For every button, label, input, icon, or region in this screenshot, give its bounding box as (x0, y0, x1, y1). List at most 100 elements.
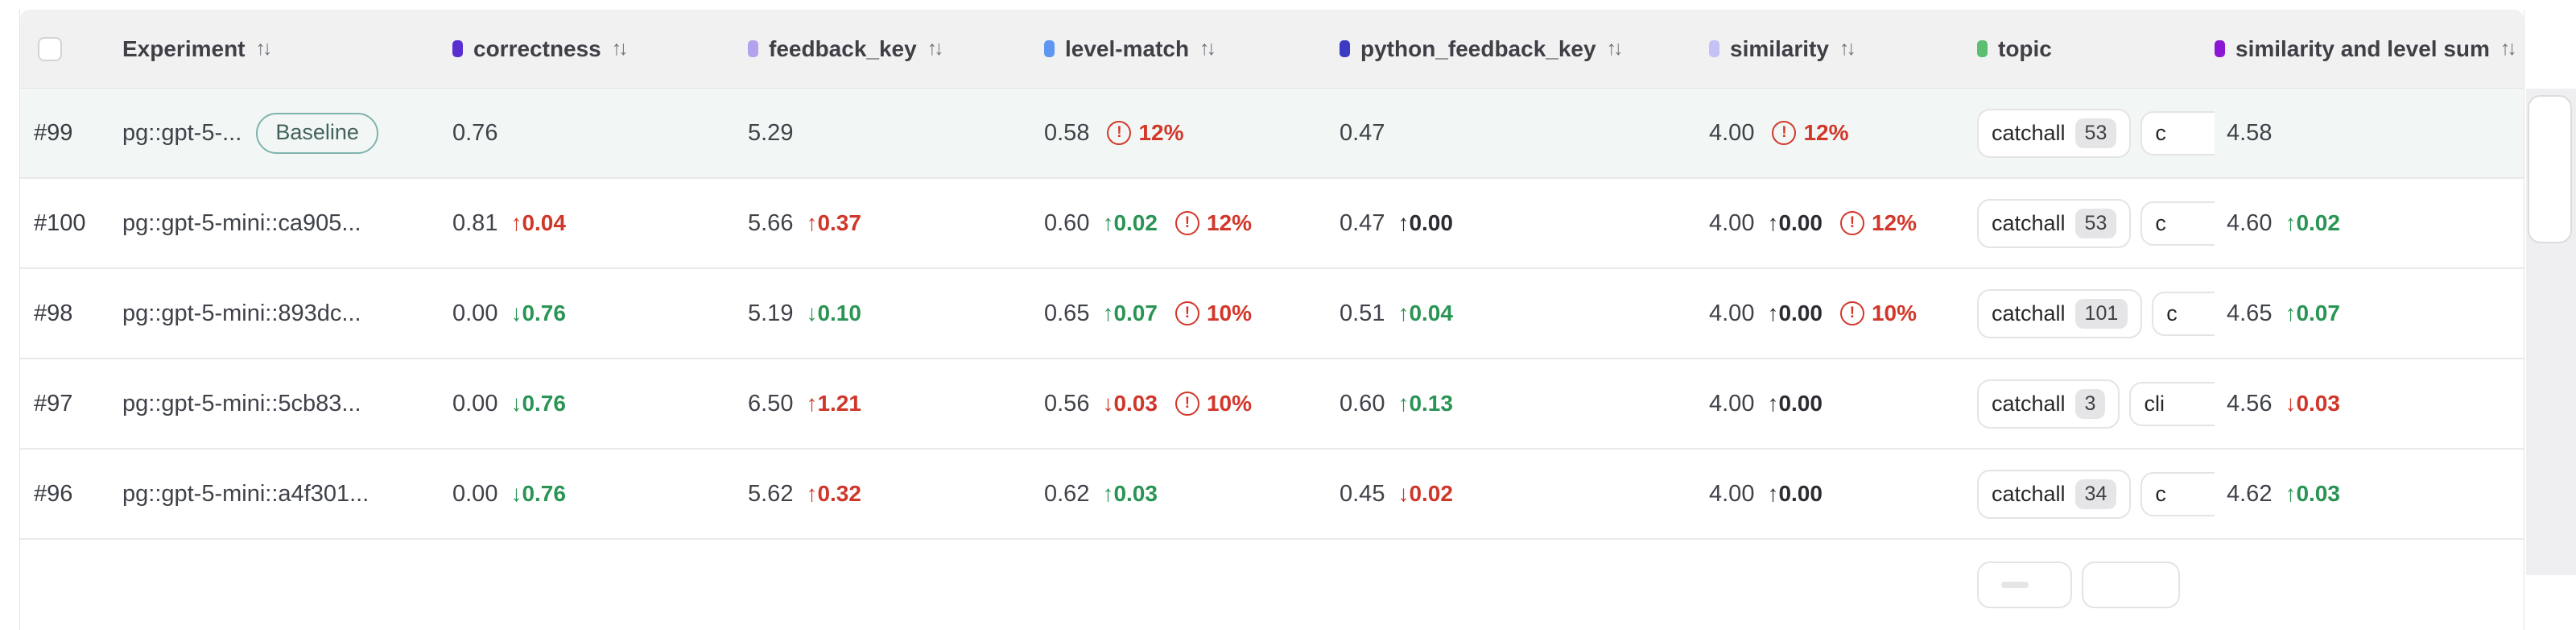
topic-tag-clipped: c (2140, 201, 2215, 246)
select-all-checkbox[interactable] (38, 36, 62, 61)
column-header-feedback-key[interactable]: feedback_key (748, 36, 1044, 62)
topic-tag: catchall 3 (1977, 379, 2120, 429)
row-id: #98 (34, 300, 73, 326)
delta-down: ↓0.02 (1397, 481, 1453, 506)
delta-up: ↑0.03 (2285, 481, 2340, 506)
topic-tag-clipped: c (2140, 471, 2215, 516)
topic-tag-clipped (2082, 562, 2180, 608)
column-label: similarity and level sum (2235, 35, 2490, 61)
column-label: feedback_key (769, 35, 917, 61)
sort-icon (927, 37, 941, 60)
delta-down: ↓0.76 (510, 391, 566, 416)
column-label: similarity (1730, 35, 1829, 61)
column-header-experiment[interactable]: Experiment (122, 36, 452, 62)
delta-up: ↑0.07 (2285, 300, 2340, 325)
score-color-dot (1709, 40, 1719, 57)
topic-cell (1977, 540, 2215, 630)
column-label: topic (1998, 35, 2052, 61)
row-id: #97 (34, 390, 73, 417)
correctness-cell: 0.76 (452, 119, 498, 146)
similarity-cell: 4.00 ↑0.00 12% (1709, 210, 1977, 237)
python-feedback-key-cell: 0.51 ↑0.04 (1340, 300, 1453, 326)
experiment-name[interactable]: pg::gpt-5-mini::ca905... (122, 209, 361, 236)
column-label: correctness (473, 35, 601, 61)
delta-up: ↑1.21 (806, 391, 861, 416)
delta-up: ↑0.03 (1102, 481, 1158, 506)
sort-icon (612, 37, 625, 60)
experiment-name[interactable]: pg::gpt-5-mini::a4f301... (122, 480, 369, 507)
similarity-cell: 4.00 12% (1709, 120, 1977, 147)
column-header-topic[interactable]: topic (1977, 36, 2215, 62)
similarity-and-level-sum-cell: 4.62 ↑0.03 (2227, 480, 2340, 507)
correctness-cell: 0.81 ↑0.04 (452, 209, 566, 236)
sort-icon (2500, 37, 2514, 60)
delta-down: ↓0.10 (806, 300, 861, 325)
feedback-key-cell: 5.19 ↓0.10 (748, 300, 861, 326)
table-row[interactable]: #97 pg::gpt-5-mini::5cb83... 0.00 ↓0.76 … (20, 359, 2524, 450)
topic-count-badge (2001, 582, 2029, 588)
table-row-partial[interactable] (20, 540, 2524, 630)
table-row[interactable]: #98 pg::gpt-5-mini::893dc... 0.00 ↓0.76 … (20, 269, 2524, 359)
delta-up: ↑0.32 (806, 481, 861, 506)
column-header-similarity-and-level-sum[interactable]: similarity and level sum (2215, 36, 2525, 62)
experiment-cell: pg::gpt-5-mini::ca905... (122, 210, 452, 237)
alert-circle-icon (1839, 301, 1864, 325)
topic-tag-clipped: cli (2129, 381, 2215, 426)
column-header-similarity[interactable]: similarity (1709, 36, 1977, 62)
level-match-cell: 0.60 ↑0.02 12% (1044, 210, 1340, 237)
row-id: #99 (34, 119, 73, 146)
alert-circle-icon (1174, 392, 1199, 416)
feedback-key-cell: 6.50 ↑1.21 (748, 390, 861, 417)
table-row[interactable]: #100 pg::gpt-5-mini::ca905... 0.81 ↑0.04… (20, 179, 2524, 269)
delta-up: ↑0.13 (1397, 391, 1453, 416)
column-header-correctness[interactable]: correctness (452, 36, 748, 62)
score-color-dot (1977, 40, 1988, 57)
experiment-name[interactable]: pg::gpt-5-... (122, 119, 242, 146)
delta-up: ↑0.04 (510, 210, 566, 235)
correctness-cell: 0.00 ↓0.76 (452, 300, 566, 326)
level-match-cell: 0.58 12% (1044, 120, 1340, 147)
correctness-cell: 0.00 ↓0.76 (452, 390, 566, 417)
python-feedback-key-cell: 0.45 ↓0.02 (1340, 480, 1453, 507)
similarity-and-level-sum-cell: 4.56 ↓0.03 (2227, 390, 2340, 417)
level-match-cell: 0.62 ↑0.03 (1044, 480, 1158, 507)
experiment-cell: pg::gpt-5-... Baseline (122, 112, 452, 154)
regression-warning: 10% (1174, 391, 1252, 417)
table-row[interactable]: #96 pg::gpt-5-mini::a4f301... 0.00 ↓0.76… (20, 450, 2524, 540)
topic-tag (1977, 562, 2072, 608)
delta-up: ↑0.07 (1102, 300, 1158, 325)
similarity-and-level-sum-cell: 4.58 (2227, 119, 2273, 146)
column-label: python_feedback_key (1360, 35, 1596, 61)
topic-cell: catchall 34 c (1977, 450, 2215, 538)
experiment-name[interactable]: pg::gpt-5-mini::893dc... (122, 300, 361, 326)
topic-cell: catchall 53 c (1977, 89, 2215, 177)
column-label: Experiment (122, 35, 246, 61)
delta-up: ↑0.37 (806, 210, 861, 235)
alert-circle-icon (1107, 121, 1132, 145)
similarity-and-level-sum-cell: 4.65 ↑0.07 (2227, 300, 2340, 326)
select-all-cell (20, 36, 122, 61)
score-color-dot (2215, 40, 2225, 57)
column-header-level-match[interactable]: level-match (1044, 36, 1340, 62)
feedback-key-cell: 5.29 (748, 119, 794, 146)
table-header: Experiment correctness feedback_key leve… (20, 10, 2524, 89)
sort-icon (1199, 37, 1213, 60)
column-header-python-feedback-key[interactable]: python_feedback_key (1340, 36, 1709, 62)
experiment-cell: pg::gpt-5-mini::a4f301... (122, 481, 452, 508)
table-row[interactable]: #99 pg::gpt-5-... Baseline 0.76 5.29 0.5… (20, 89, 2524, 179)
delta-neutral: ↑0.00 (1767, 481, 1823, 506)
experiment-cell: pg::gpt-5-mini::893dc... (122, 300, 452, 327)
correctness-cell: 0.00 ↓0.76 (452, 480, 566, 507)
sort-icon (256, 37, 270, 60)
sort-icon (1607, 37, 1620, 60)
experiment-name[interactable]: pg::gpt-5-mini::5cb83... (122, 390, 361, 417)
feedback-key-cell: 5.66 ↑0.37 (748, 209, 861, 236)
experiments-table: Experiment correctness feedback_key leve… (19, 10, 2524, 630)
row-id: #96 (34, 480, 73, 507)
vertical-scrollbar-thumb[interactable] (2528, 95, 2572, 243)
topic-cell: catchall 3 cli (1977, 359, 2215, 448)
score-color-dot (452, 40, 463, 57)
delta-neutral: ↑0.00 (1767, 300, 1823, 325)
delta-up: ↑0.02 (1102, 210, 1158, 235)
topic-count-badge: 53 (2074, 118, 2117, 148)
